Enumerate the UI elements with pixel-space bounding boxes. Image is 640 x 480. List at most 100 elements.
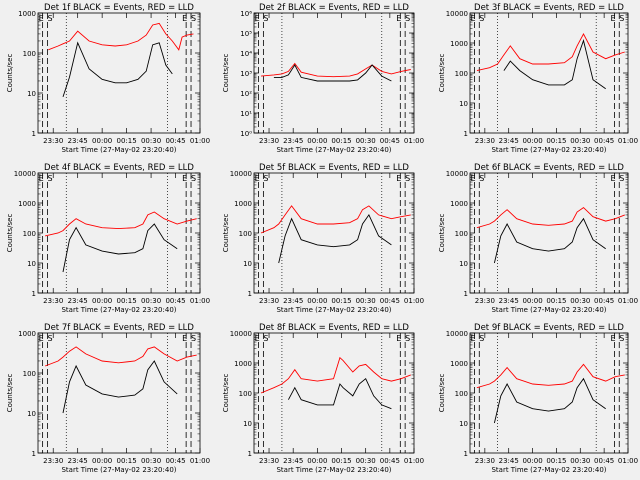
plot-frame	[253, 332, 415, 454]
x-tick-label: 00:15	[331, 137, 351, 145]
marker-label: E	[39, 174, 44, 183]
y-tick-label: 10⁴	[240, 50, 252, 58]
events-series-line	[62, 360, 178, 414]
panel-title: Det 8f BLACK = Events, RED = LLD	[259, 323, 409, 333]
x-tick-label: 00:45	[165, 457, 185, 465]
events-series-line	[62, 41, 173, 98]
y-tick-label: 10000	[446, 170, 468, 178]
marker-label: S	[405, 174, 410, 183]
y-tick-label: 1	[464, 290, 468, 298]
plot-frame	[253, 172, 415, 294]
marker-label: S	[405, 334, 410, 343]
x-tick-label: 00:30	[570, 297, 590, 305]
panel-4: Det 4f BLACK = Events, RED = LLD 1 10 100 10…	[6, 163, 210, 314]
y-axis-label: Counts/sec	[222, 374, 230, 413]
y-tick-label: 10¹	[240, 110, 252, 118]
y-tick-label: 1	[248, 450, 252, 458]
y-tick-label: 10	[459, 260, 468, 268]
x-tick-label: 00:15	[546, 457, 566, 465]
y-axis-label: Counts/sec	[6, 214, 14, 253]
marker-label: S	[48, 334, 53, 343]
y-tick-label: 10000	[230, 170, 252, 178]
panel-title: Det 3f BLACK = Events, RED = LLD	[474, 3, 624, 13]
x-tick-label: 00:00	[307, 457, 327, 465]
y-axis-label: Counts/sec	[6, 54, 14, 93]
y-tick-label: 1000	[450, 200, 468, 208]
y-tick-label: 1000	[18, 10, 36, 18]
x-tick-label: 23:45	[499, 137, 519, 145]
lld-series-line	[476, 33, 625, 72]
x-tick-label: 01:00	[618, 297, 638, 305]
plot-frame	[469, 172, 629, 294]
x-tick-label: 00:45	[380, 297, 400, 305]
lld-series-line	[45, 211, 197, 237]
y-tick-label: 10	[27, 260, 36, 268]
panel-8: Det 8f BLACK = Events, RED = LLD 1 10 100 10…	[222, 323, 424, 474]
panel-2: Det 2f BLACK = Events, RED = LLD 10⁰ 10¹ 10…	[222, 3, 424, 154]
x-tick-label: 00:00	[92, 297, 112, 305]
lld-series-line	[476, 207, 625, 229]
marker-label: E	[471, 14, 476, 23]
plot-frame	[253, 12, 415, 134]
panel-title: Det 2f BLACK = Events, RED = LLD	[259, 3, 409, 13]
y-tick-label: 10	[27, 90, 36, 98]
panel-5: Det 5f BLACK = Events, RED = LLD 1 10 100 10…	[222, 163, 424, 314]
y-tick-label: 1000	[18, 200, 36, 208]
x-tick-label: 01:00	[404, 137, 424, 145]
marker-label: S	[619, 14, 624, 23]
x-tick-label: 00:00	[92, 137, 112, 145]
x-tick-label: 23:30	[259, 457, 279, 465]
plot-frame	[37, 12, 201, 134]
y-tick-label: 10	[243, 260, 252, 268]
marker-label: S	[191, 174, 196, 183]
x-tick-label: 00:15	[331, 297, 351, 305]
x-tick-label: 23:45	[68, 137, 88, 145]
y-tick-label: 10000	[446, 10, 468, 18]
marker-label: E	[39, 14, 44, 23]
x-axis-label: Start Time (27-May-02 23:20:40)	[276, 466, 391, 474]
events-series-line	[288, 377, 392, 410]
y-axis-label: Counts/sec	[438, 214, 446, 253]
panel-title: Det 4f BLACK = Events, RED = LLD	[44, 163, 194, 173]
y-tick-label: 100	[239, 390, 252, 398]
lld-series-line	[48, 22, 194, 51]
x-tick-label: 00:15	[546, 137, 566, 145]
events-series-line	[62, 223, 178, 273]
marker-label: S	[479, 174, 484, 183]
x-tick-label: 23:30	[43, 457, 63, 465]
x-tick-label: 23:30	[43, 297, 63, 305]
y-tick-label: 1000	[18, 330, 36, 338]
x-tick-label: 00:00	[522, 137, 542, 145]
x-tick-label: 23:45	[283, 137, 303, 145]
x-tick-label: 01:00	[190, 457, 210, 465]
panel-title: Det 9f BLACK = Events, RED = LLD	[474, 323, 624, 333]
x-tick-label: 23:45	[499, 457, 519, 465]
y-axis-label: Counts/sec	[438, 374, 446, 413]
x-tick-label: 00:45	[380, 457, 400, 465]
x-tick-label: 00:45	[594, 457, 614, 465]
y-tick-label: 10000	[446, 330, 468, 338]
x-tick-label: 00:15	[546, 297, 566, 305]
events-series-line	[503, 39, 606, 90]
y-tick-label: 1000	[450, 360, 468, 368]
x-tick-label: 01:00	[618, 137, 638, 145]
x-tick-label: 01:00	[190, 137, 210, 145]
events-series-line	[493, 377, 606, 424]
marker-label: E	[471, 334, 476, 343]
panel-1: Det 1f BLACK = Events, RED = LLD 1 10 100 10…	[6, 3, 210, 154]
y-axis-label: Counts/sec	[6, 374, 14, 413]
y-tick-label: 10⁶	[240, 10, 252, 18]
x-tick-label: 00:30	[356, 297, 376, 305]
marker-label: E	[396, 14, 401, 23]
lld-series-line	[260, 62, 411, 78]
x-axis-label: Start Time (27-May-02 23:20:40)	[61, 146, 176, 154]
plot-frame	[469, 12, 629, 134]
x-tick-label: 00:30	[141, 457, 161, 465]
panel-title: Det 5f BLACK = Events, RED = LLD	[259, 163, 409, 173]
marker-label: E	[255, 14, 260, 23]
x-tick-label: 23:45	[499, 297, 519, 305]
x-tick-label: 23:45	[68, 457, 88, 465]
y-tick-label: 100	[23, 230, 36, 238]
plot-frame	[37, 172, 201, 294]
x-axis-label: Start Time (27-May-02 23:20:40)	[491, 466, 606, 474]
